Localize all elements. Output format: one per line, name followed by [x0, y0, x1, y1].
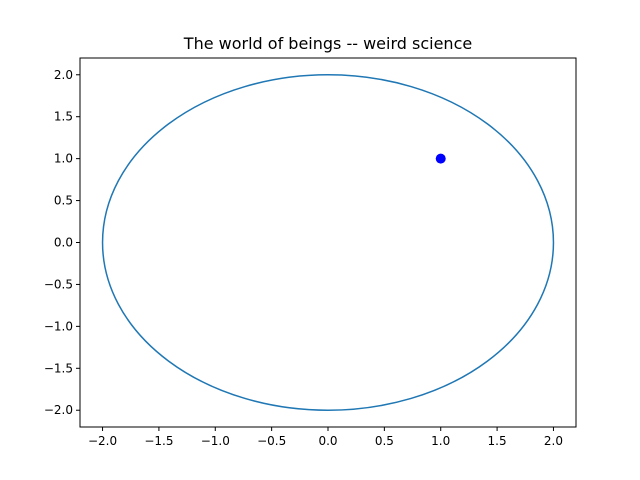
- plot-area: [101, 74, 555, 411]
- y-tick-label: 2.0: [54, 68, 73, 82]
- data-point: [435, 153, 446, 164]
- chart-title: The world of beings -- weird science: [183, 34, 472, 53]
- x-tick-label: −1.5: [144, 434, 173, 448]
- circle-curve: [101, 74, 555, 411]
- y-tick-label: 0.0: [54, 236, 73, 250]
- x-tick-label: 1.5: [488, 434, 507, 448]
- x-tick-label: −0.5: [257, 434, 286, 448]
- y-axis: −2.0 −1.5 −1.0 −0.5 0.0 0.5 1.0 1.5 2.0: [44, 68, 80, 417]
- y-tick-label: 1.5: [54, 110, 73, 124]
- x-tick-label: 0.5: [375, 434, 394, 448]
- y-tick-label: −1.0: [44, 319, 73, 333]
- x-tick-label: 2.0: [544, 434, 563, 448]
- y-tick-label: −1.5: [44, 361, 73, 375]
- y-tick-label: −2.0: [44, 403, 73, 417]
- x-tick-label: −2.0: [88, 434, 117, 448]
- y-tick-label: 0.5: [54, 194, 73, 208]
- x-axis: −2.0 −1.5 −1.0 −0.5 0.0 0.5 1.0 1.5 2.0: [88, 427, 563, 448]
- x-tick-label: 0.0: [318, 434, 337, 448]
- x-tick-label: −1.0: [201, 434, 230, 448]
- y-tick-label: 1.0: [54, 152, 73, 166]
- x-tick-label: 1.0: [431, 434, 450, 448]
- y-tick-label: −0.5: [44, 277, 73, 291]
